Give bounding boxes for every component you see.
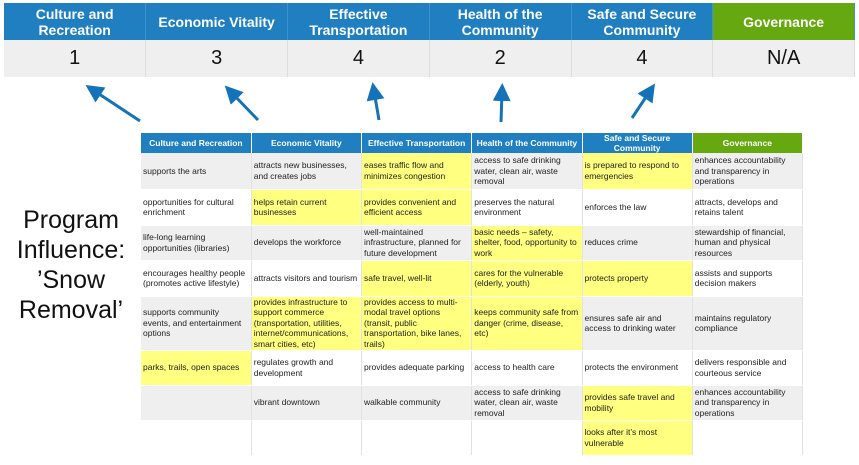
summary-score-cell: 2	[429, 40, 572, 77]
matrix-cell: provides convenient and efficient access	[361, 189, 473, 226]
matrix-cell: attracts visitors and tourism	[251, 260, 363, 297]
matrix-cell	[361, 420, 473, 456]
matrix-cell: is prepared to respond to emergencies	[582, 153, 693, 190]
arrow-up-icon	[85, 85, 141, 123]
matrix-cell: attracts new businesses, and creates job…	[251, 153, 363, 190]
summary-header-cell: Culture and Recreation	[4, 3, 147, 40]
summary-header-cell: Health of the Community	[429, 3, 572, 40]
matrix-cell: well-maintained infrastructure, planned …	[361, 225, 473, 261]
matrix-cell: develops the workforce	[251, 225, 363, 261]
matrix-cell: ensures safe air and access to drinking …	[582, 296, 693, 351]
matrix-cell: enhances accountability and transparency…	[692, 153, 804, 190]
summary-score-cell: 4	[571, 40, 714, 77]
summary-header-cell: Effective Transportation	[287, 3, 430, 40]
matrix-cell: attracts, develops and retains talent	[692, 189, 804, 226]
matrix-cell: provides access to multi-modal travel op…	[361, 296, 473, 351]
matrix-cell: encourages healthy people (promotes acti…	[141, 260, 252, 297]
table-row: encourages healthy people (promotes acti…	[141, 260, 804, 297]
summary-score-cell: 1	[4, 40, 147, 77]
matrix-cell	[471, 420, 583, 456]
arrow-up-icon	[492, 83, 511, 123]
matrix-cell: supports community events, and entertain…	[141, 296, 252, 351]
matrix-cell: reduces crime	[582, 225, 693, 261]
arrow-up-icon	[366, 82, 385, 121]
matrix-cell: looks after it’s most vulnerable	[582, 420, 693, 456]
matrix-cell: access to safe drinking water, clean air…	[471, 385, 583, 421]
matrix-cell: cares for the vulnerable (elderly, youth…	[471, 260, 583, 297]
influence-matrix-table: Culture and Recreation Economic Vitality E…	[141, 133, 804, 456]
summary-score-cell: 3	[145, 40, 288, 77]
program-influence-label: Program Influence: ’Snow Removal’	[16, 206, 126, 324]
table-row: life-long learning opportunities (librar…	[141, 225, 804, 261]
matrix-cell	[692, 420, 804, 456]
matrix-cell: supports the arts	[141, 153, 252, 190]
matrix-cell: assists and supports decision makers	[692, 260, 804, 297]
matrix-cell: walkable community	[361, 385, 473, 421]
matrix-header-cell: Governance	[692, 133, 804, 153]
matrix-header-cell: Safe and Secure Community	[582, 133, 693, 153]
matrix-cell: opportunities for cultural enrichment	[141, 189, 252, 226]
matrix-cell	[141, 420, 252, 456]
matrix-cell: provides infrastructure to support comme…	[251, 296, 363, 351]
matrix-cell	[251, 420, 363, 456]
summary-header-cell: Economic Vitality	[145, 3, 288, 40]
summary-score-cell: 4	[287, 40, 430, 77]
matrix-cell: protects the environment	[582, 350, 693, 386]
matrix-cell: access to safe drinking water, clean air…	[471, 153, 583, 190]
matrix-cell: access to health care	[471, 350, 583, 386]
matrix-header-cell: Economic Vitality	[251, 133, 363, 153]
table-row: looks after it’s most vulnerable	[141, 420, 804, 456]
matrix-cell: eases traffic flow and minimizes congest…	[361, 153, 473, 190]
matrix-cell: delivers responsible and courteous servi…	[692, 350, 804, 386]
summary-score-cell: N/A	[712, 40, 855, 77]
matrix-cell: provides adequate parking	[361, 350, 473, 386]
matrix-header-cell: Health of the Community	[471, 133, 583, 153]
matrix-cell: parks, trails, open spaces	[141, 350, 252, 386]
matrix-cell: helps retain current businesses	[251, 189, 363, 226]
table-row: supports community events, and entertain…	[141, 296, 804, 351]
table-row: parks, trails, open spaces regulates grow…	[141, 350, 804, 386]
arrow-up-icon	[224, 85, 260, 122]
summary-scores-table: Culture and Recreation Economic Vitality E…	[4, 3, 855, 77]
matrix-cell: regulates growth and development	[251, 350, 363, 386]
matrix-cell: protects property	[582, 260, 693, 297]
matrix-cell: life-long learning opportunities (librar…	[141, 225, 252, 261]
matrix-cell: stewardship of financial, human and phys…	[692, 225, 804, 261]
table-row: supports the arts attracts new businesses…	[141, 153, 804, 190]
table-row: vibrant downtown walkable community access…	[141, 385, 804, 421]
matrix-cell: basic needs – safety, shelter, food, opp…	[471, 225, 583, 261]
matrix-cell: keeps community safe from danger (crime,…	[471, 296, 583, 351]
matrix-cell: enforces the law	[582, 189, 693, 226]
table-row: opportunities for cultural enrichment hel…	[141, 189, 804, 226]
summary-header-cell: Safe and Secure Community	[571, 3, 714, 40]
matrix-cell: vibrant downtown	[251, 385, 363, 421]
matrix-cell: preserves the natural environment	[471, 189, 583, 226]
matrix-cell: safe travel, well-lit	[361, 260, 473, 297]
arrow-up-icon	[630, 83, 655, 119]
matrix-header-cell: Culture and Recreation	[141, 133, 252, 153]
matrix-cell: maintains regulatory compliance	[692, 296, 804, 351]
matrix-cell: provides safe travel and mobility	[582, 385, 693, 421]
matrix-cell: enhances accountability and transparency…	[692, 385, 804, 421]
summary-header-cell: Governance	[712, 3, 855, 40]
matrix-header-cell: Effective Transportation	[361, 133, 473, 153]
matrix-cell	[141, 385, 252, 421]
